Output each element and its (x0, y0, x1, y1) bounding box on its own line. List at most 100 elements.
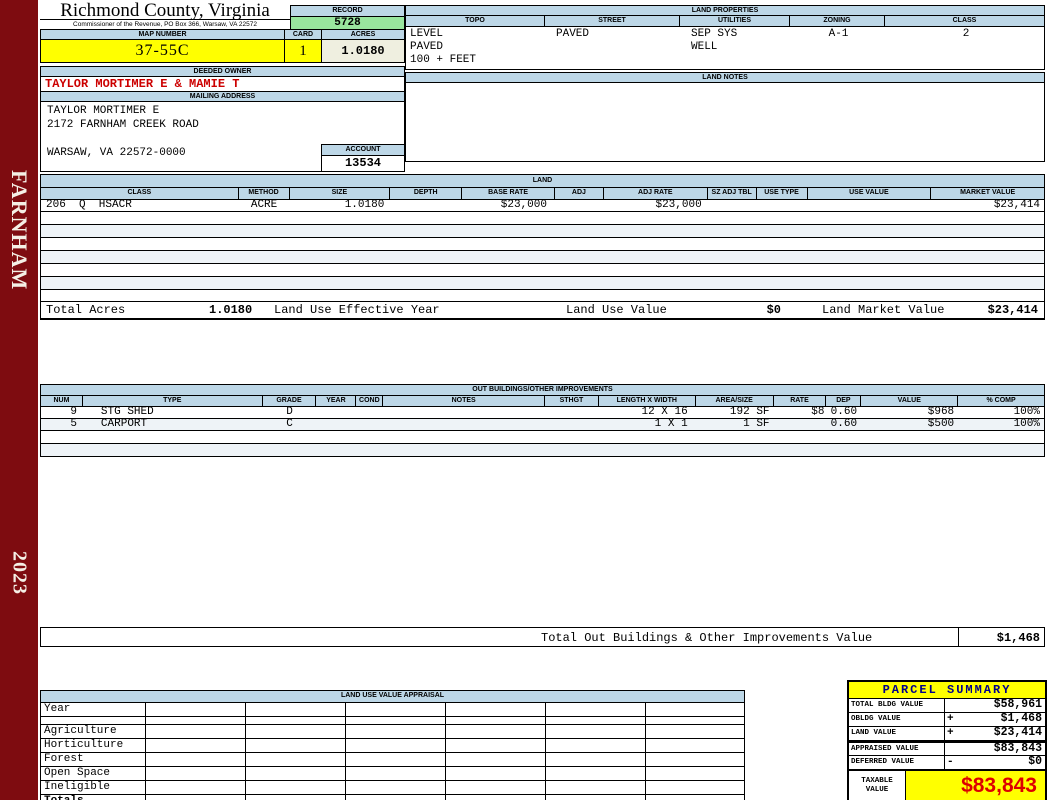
ob-comp: 100% (1013, 407, 1040, 418)
land-table: LAND CLASS METHOD SIZE DEPTH BASE RATE A… (40, 174, 1045, 303)
land-use-type-value (757, 200, 808, 211)
taxable-label-line1: TAXABLE (861, 777, 893, 785)
lu-row-agriculture: Agriculture (41, 725, 744, 739)
land-use-value-value (808, 200, 932, 211)
out-buildings-total-label: Total Out Buildings & Other Improvements… (541, 631, 873, 645)
land-value-label: LAND VALUE (849, 727, 945, 740)
ob-col-sthgt: STHGT (545, 396, 599, 406)
land-method-value: ACRE (250, 200, 278, 211)
lu-label-year: Year (41, 703, 146, 716)
appraised-value-label: APPRAISED VALUE (849, 743, 945, 755)
lu-row-open-space: Open Space (41, 767, 744, 781)
land-sign: + (947, 727, 954, 739)
ob-col-type: TYPE (82, 396, 263, 406)
county-title: Richmond County, Virginia (40, 1, 290, 20)
lu-row-spacer (41, 717, 744, 725)
ob-comp: 100% (1013, 419, 1040, 430)
land-market-value-value: $23,414 (993, 200, 1041, 211)
ob-cond (356, 419, 383, 430)
ob-col-comp: % COMP (958, 396, 1045, 406)
land-use-value-label: Land Use Value (566, 303, 667, 317)
zoning-value: A-1 (828, 28, 849, 40)
obldg-sign: + (947, 713, 954, 725)
district-year-spine: FARNHAM 2023 (0, 0, 38, 800)
lu-row-horticulture: Horticulture (41, 739, 744, 753)
land-adj-value (555, 200, 604, 211)
card-value: 1 (284, 39, 322, 63)
ob-grade: D (286, 407, 293, 418)
ob-col-grade: GRADE (262, 396, 317, 406)
land-properties-values: LEVEL PAVED 100 + FEET PAVED SEP SYS WEL… (405, 26, 1045, 70)
out-buildings-total-row: Total Out Buildings & Other Improvements… (40, 627, 1045, 647)
total-bldg-value: $58,961 (993, 698, 1042, 711)
parcel-summary: PARCEL SUMMARY TOTAL BLDG VALUE $58,961 … (847, 680, 1047, 800)
district-name: FARNHAM (7, 170, 32, 291)
acres-value: 1.0180 (321, 39, 405, 63)
lu-label-open-space: Open Space (41, 767, 146, 780)
tax-year: 2023 (8, 551, 31, 595)
total-acres-value: 1.0180 (209, 303, 253, 317)
ob-year (316, 407, 356, 418)
ob-notes (383, 407, 545, 418)
ob-area-size: 192 SF (729, 407, 770, 418)
deferred-sign: - (947, 756, 954, 768)
lu-row-year: Year (41, 703, 744, 717)
lu-label-totals: Totals (41, 795, 146, 800)
ob-col-cond: COND (356, 396, 384, 406)
land-data-row: 206 Q HSACR ACRE 1.0180 $23,000 $23,000 … (41, 200, 1044, 212)
ob-grade: C (286, 419, 293, 430)
class-value: 2 (962, 28, 970, 40)
ob-sthgt (545, 419, 599, 430)
lu-label-forest: Forest (41, 753, 146, 766)
land-adj-rate-value: $23,000 (655, 200, 702, 211)
land-market-value-label: Land Market Value (822, 303, 945, 317)
ob-year (316, 419, 356, 430)
land-empty-row (41, 264, 1044, 277)
utilities-line-2: WELL (691, 41, 718, 53)
land-market-value: $23,414 (987, 303, 1038, 317)
ob-col-num: NUM (41, 396, 83, 406)
ob-notes (383, 419, 545, 430)
land-empty-row (41, 225, 1044, 238)
land-col-sz-adj-tbl: SZ ADJ TBL (707, 188, 757, 199)
land-use-appraisal-title: LAND USE VALUE APPRAISAL (41, 691, 744, 703)
summary-row-taxable: TAXABLE VALUE $83,843 (849, 770, 1045, 800)
ob-col-value: VALUE (861, 396, 959, 406)
ob-value: $968 (927, 407, 955, 418)
deferred-value: $0 (1028, 755, 1042, 768)
summary-row-appraised: APPRAISED VALUE $83,843 (849, 741, 1045, 756)
address-line-1: TAYLOR MORTIMER E (47, 105, 160, 117)
out-building-row: 9 STG SHED D 12 X 16 192 SF $8 0.60 $968… (41, 407, 1044, 419)
topo-line-2: PAVED (410, 41, 444, 53)
ob-col-dep: DEP (826, 396, 862, 406)
land-value: $23,414 (993, 726, 1042, 739)
taxable-value: $83,843 (906, 771, 1045, 800)
land-class-value: 206 Q HSACR (46, 200, 132, 211)
land-empty-row (41, 238, 1044, 251)
ob-dep: 0.60 (830, 419, 858, 430)
obldg-value: $1,468 (1000, 712, 1042, 725)
land-table-title: LAND (41, 175, 1044, 188)
total-acres-label: Total Acres (46, 303, 126, 317)
out-buildings-header-row: NUM TYPE GRADE YEAR COND NOTES STHGT LEN… (41, 396, 1045, 407)
ob-num: 5 (70, 419, 77, 430)
map-number-value: 37-55C (40, 39, 285, 63)
address-line-4: WARSAW, VA 22572-0000 (47, 147, 186, 159)
land-col-method: METHOD (238, 188, 290, 199)
land-use-value: $0 (766, 303, 781, 317)
record-value: 5728 (290, 16, 405, 30)
land-col-class: CLASS (41, 188, 239, 199)
out-buildings-title: OUT BUILDINGS/OTHER IMPROVEMENTS (41, 385, 1044, 396)
taxable-label-line2: VALUE (865, 786, 889, 794)
ob-type: CARPORT (100, 419, 148, 430)
land-col-use-value: USE VALUE (807, 188, 932, 199)
land-base-rate-value: $23,000 (500, 200, 547, 211)
ob-rate: $8 (811, 407, 825, 418)
out-buildings-table: OUT BUILDINGS/OTHER IMPROVEMENTS NUM TYP… (40, 384, 1045, 457)
land-col-adj: ADJ (554, 188, 604, 199)
ob-empty-row (41, 444, 1044, 456)
land-properties-header-row: TOPO STREET UTILITIES ZONING CLASS (405, 15, 1045, 27)
lu-label-agriculture: Agriculture (41, 725, 146, 738)
land-use-effective-year-label: Land Use Effective Year (274, 303, 440, 317)
